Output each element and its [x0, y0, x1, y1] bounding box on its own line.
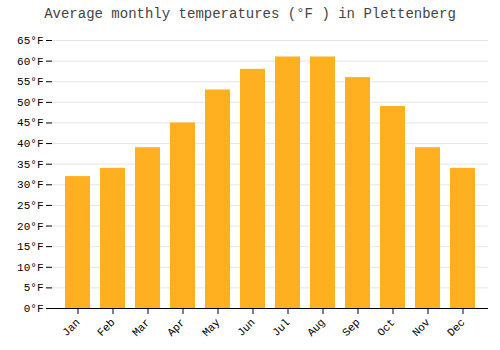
svg-text:65°F: 65°F — [17, 35, 43, 47]
svg-text:Nov: Nov — [410, 316, 433, 339]
svg-text:Apr: Apr — [165, 316, 187, 338]
svg-text:20°F: 20°F — [17, 221, 43, 233]
svg-text:25°F: 25°F — [17, 200, 43, 212]
svg-text:Jun: Jun — [235, 316, 257, 338]
svg-text:0°F: 0°F — [24, 303, 44, 315]
svg-text:50°F: 50°F — [17, 97, 43, 109]
svg-text:10°F: 10°F — [17, 262, 43, 274]
svg-text:55°F: 55°F — [17, 76, 43, 88]
svg-text:Feb: Feb — [95, 316, 117, 338]
svg-text:15°F: 15°F — [17, 241, 43, 253]
svg-text:Dec: Dec — [445, 316, 467, 338]
svg-text:30°F: 30°F — [17, 179, 43, 191]
svg-text:40°F: 40°F — [17, 138, 43, 150]
svg-text:Sep: Sep — [340, 316, 362, 338]
svg-text:Jul: Jul — [270, 316, 292, 338]
svg-text:Aug: Aug — [305, 316, 327, 338]
svg-text:Oct: Oct — [375, 316, 397, 338]
svg-text:45°F: 45°F — [17, 117, 43, 129]
svg-text:Mar: Mar — [130, 316, 152, 338]
svg-text:35°F: 35°F — [17, 159, 43, 171]
svg-text:May: May — [200, 316, 223, 339]
svg-text:Jan: Jan — [60, 316, 82, 338]
html-text:Average monthly temperatures (: Average monthly temperatures (°F ) in Pl… — [44, 6, 456, 22]
svg-text:5°F: 5°F — [24, 282, 44, 294]
svg-text:60°F: 60°F — [17, 56, 43, 68]
